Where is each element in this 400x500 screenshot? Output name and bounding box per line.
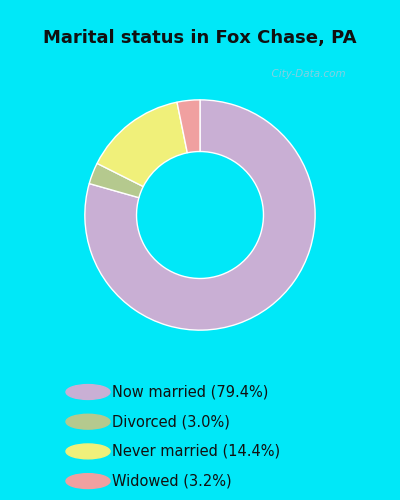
Circle shape [66, 414, 110, 429]
Wedge shape [97, 102, 187, 186]
Wedge shape [177, 100, 200, 153]
Text: Widowed (3.2%): Widowed (3.2%) [112, 474, 232, 488]
Text: City-Data.com: City-Data.com [265, 70, 346, 80]
Wedge shape [89, 164, 143, 198]
Text: Never married (14.4%): Never married (14.4%) [112, 444, 280, 459]
Circle shape [66, 444, 110, 459]
Wedge shape [85, 100, 315, 330]
Text: Marital status in Fox Chase, PA: Marital status in Fox Chase, PA [43, 30, 357, 48]
Circle shape [66, 384, 110, 400]
Text: Now married (79.4%): Now married (79.4%) [112, 384, 268, 400]
Circle shape [66, 474, 110, 488]
Text: Divorced (3.0%): Divorced (3.0%) [112, 414, 230, 429]
